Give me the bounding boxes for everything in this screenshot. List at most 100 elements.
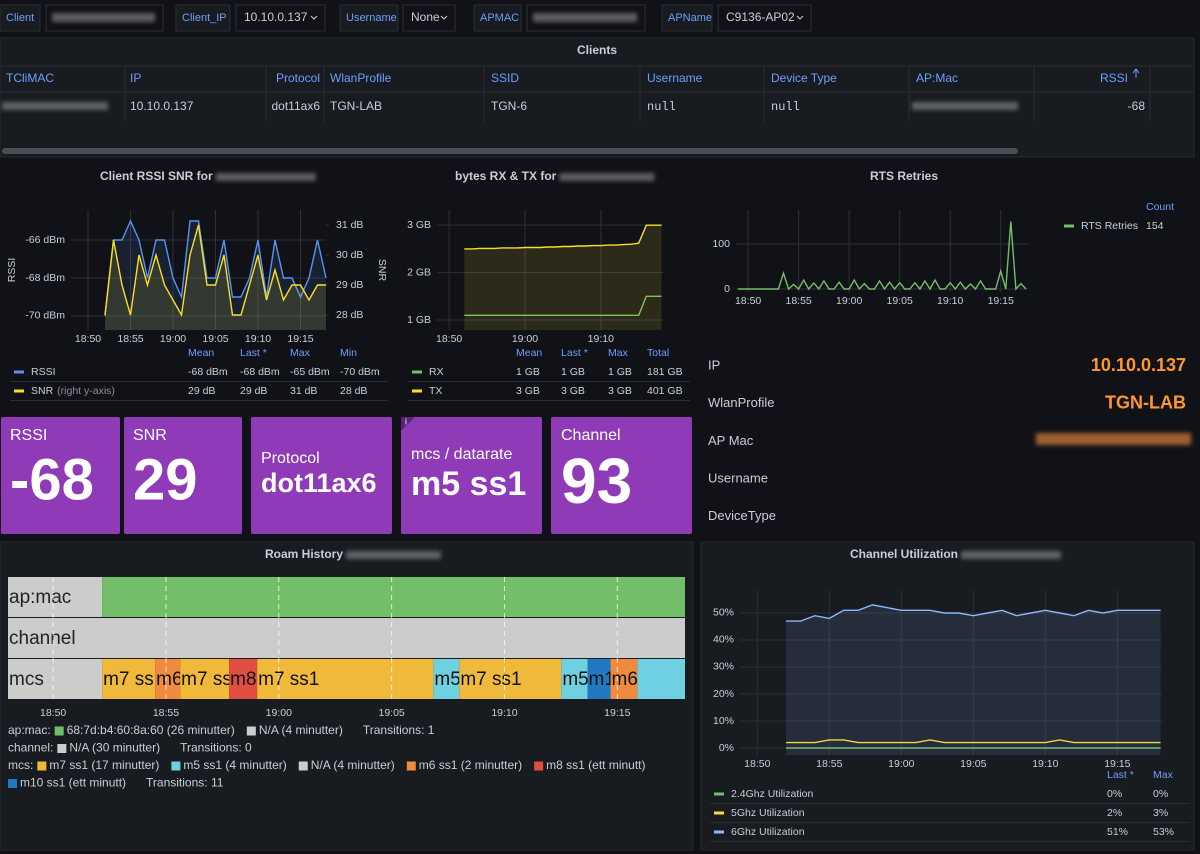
redacted — [533, 13, 637, 22]
stat-label: RSSI — [10, 427, 47, 444]
legend-transitions: Transitions: 0 — [180, 741, 252, 755]
stat-value: m5 ss1 — [411, 465, 526, 503]
legend-label: mcs: — [8, 758, 33, 772]
detail-label: WlanProfile — [708, 395, 774, 410]
clients-panel — [0, 37, 1195, 158]
legend-item: 68:7d:b4:60:8a:60 (26 minutter) — [67, 723, 235, 737]
table-cell: TGN-6 — [491, 99, 527, 113]
legend-value: 3 GB — [608, 385, 632, 397]
state-segment — [8, 577, 103, 617]
x-tick-label: 19:15 — [287, 333, 313, 345]
stat-value: dot11ax6 — [261, 468, 377, 498]
variable-value: None — [411, 10, 440, 24]
legend-value: 29 dB — [188, 385, 215, 397]
y-tick-label: 0 — [724, 283, 730, 295]
segment-label: m7 ss1 — [181, 669, 242, 690]
series-line — [738, 221, 1027, 291]
y-tick-label: -66 dBm — [25, 234, 65, 246]
legend-swatch — [171, 761, 181, 771]
variable-value: 10.10.0.137 — [244, 10, 308, 24]
redacted — [559, 173, 655, 181]
legend-name: 6Ghz Utilization — [731, 826, 805, 838]
table-cell: dot11ax6 — [272, 99, 321, 113]
legend-value: 1 GB — [561, 366, 585, 378]
y-tick-label: 50% — [713, 607, 734, 619]
variable-label-box — [661, 4, 713, 32]
y-tick-label: 40% — [713, 634, 734, 646]
stat-value: 93 — [561, 445, 632, 517]
x-tick-label: 19:05 — [202, 333, 228, 345]
legend-header: Mean — [188, 347, 214, 359]
legend-swatch — [8, 779, 17, 788]
panel-title: bytes RX & TX for — [455, 169, 557, 183]
x-tick-label: 19:10 — [1032, 758, 1058, 770]
series-line — [786, 604, 1161, 622]
series-area — [786, 604, 1161, 755]
variable-select[interactable] — [717, 4, 812, 32]
state-segment — [229, 659, 258, 699]
stat-panel — [251, 417, 392, 534]
y-tick-label: 20% — [713, 688, 734, 700]
segment-label: m7 ss1 — [258, 669, 319, 690]
stat-label: Protocol — [261, 450, 320, 467]
legend-value: 29 dB — [240, 385, 267, 397]
x-tick-label: 19:10 — [588, 333, 614, 345]
y2-axis-label: SNR — [376, 259, 388, 282]
x-tick-label: 18:50 — [735, 295, 761, 307]
column-header: IP — [130, 71, 141, 85]
y-axis-label: RSSI — [6, 258, 18, 283]
legend-name: TX — [429, 385, 442, 397]
series-line — [464, 224, 662, 250]
variable-select[interactable] — [402, 4, 456, 32]
stat-panel — [401, 417, 542, 534]
stat-label: SNR — [133, 427, 167, 444]
x-tick-label: 19:05 — [960, 758, 986, 770]
legend-value: 3% — [1153, 807, 1168, 819]
state-segment — [8, 618, 685, 658]
series-area — [464, 225, 662, 330]
state-segment — [180, 659, 230, 699]
chevron — [310, 15, 318, 20]
y-tick-label: -70 dBm — [25, 310, 65, 322]
table-cell: TGN-LAB — [330, 99, 382, 113]
legend-value: -70 dBm — [340, 366, 380, 378]
stat-panel — [1, 417, 120, 534]
detail-label: AP Mac — [708, 433, 754, 448]
legend-swatch — [406, 761, 416, 771]
legend-value: 401 GB — [647, 385, 683, 397]
segment-label: m5 ss1 — [434, 669, 495, 690]
redacted — [961, 551, 1061, 559]
x-tick-label: 18:50 — [75, 333, 101, 345]
x-tick-label: 19:00 — [512, 333, 538, 345]
legend-item: m8 ss1 (ett minutt) — [546, 758, 645, 772]
legend-item: N/A (4 minutter) — [259, 723, 343, 737]
stat-label: mcs / datarate — [411, 446, 512, 463]
legend-value: 3 GB — [516, 385, 540, 397]
legend-header: Last * — [240, 347, 267, 359]
variable-select[interactable] — [235, 4, 326, 32]
x-tick-label: 19:00 — [160, 333, 186, 345]
legend-name: RTS Retries — [1081, 220, 1138, 232]
legend-swatch — [298, 761, 308, 771]
legend-swatch — [534, 761, 544, 771]
variable-label-box — [0, 4, 41, 32]
chevron — [796, 15, 804, 20]
x-tick-label: 18:55 — [816, 758, 842, 770]
x-tick-label: 19:10 — [245, 333, 271, 345]
column-header: WlanProfile — [330, 71, 392, 85]
legend-value: -68 dBm — [240, 366, 280, 378]
y2-tick-label: 30 dB — [336, 249, 363, 261]
legend-header: Count — [1146, 201, 1174, 213]
segment-label: m8 ss1 — [230, 669, 291, 690]
y-tick-label: 2 GB — [407, 266, 431, 278]
redacted — [52, 13, 155, 22]
x-tick-label: 19:15 — [604, 707, 630, 719]
table-cell: null — [771, 100, 800, 114]
legend-transitions: Transitions: 1 — [363, 723, 435, 737]
series-area — [105, 225, 326, 330]
legend-value: 1 GB — [608, 366, 632, 378]
legend-header: Last * — [1107, 769, 1134, 781]
column-header: RSSI — [1100, 71, 1128, 85]
series-line — [786, 739, 1161, 744]
